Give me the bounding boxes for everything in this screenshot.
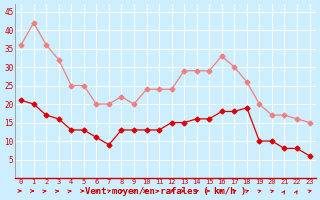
X-axis label: Vent moyen/en rafales ( km/h ): Vent moyen/en rafales ( km/h ) [85,187,246,196]
